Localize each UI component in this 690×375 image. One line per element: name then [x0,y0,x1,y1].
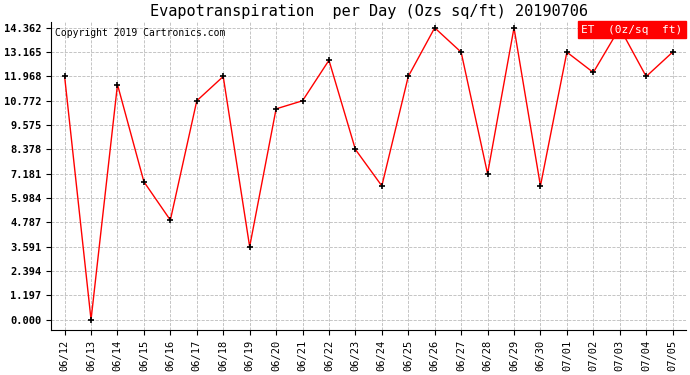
Text: ET  (0z/sq  ft): ET (0z/sq ft) [582,25,682,35]
Text: Copyright 2019 Cartronics.com: Copyright 2019 Cartronics.com [55,28,225,38]
Title: Evapotranspiration  per Day (Ozs sq/ft) 20190706: Evapotranspiration per Day (Ozs sq/ft) 2… [150,4,588,19]
